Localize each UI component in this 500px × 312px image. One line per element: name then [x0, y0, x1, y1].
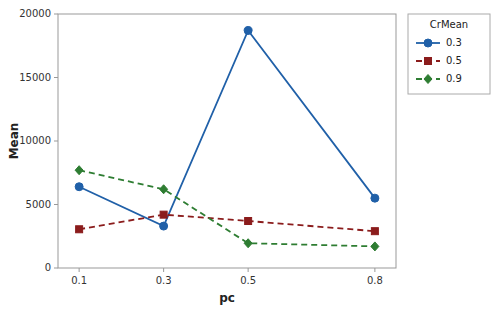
point	[75, 183, 83, 191]
x-tick-label: 0.5	[240, 275, 256, 286]
x-tick-label: 0.8	[367, 275, 383, 286]
series	[75, 166, 379, 251]
series-line	[79, 31, 375, 227]
x-tick	[248, 268, 249, 272]
y-tick-label: 0	[45, 262, 51, 273]
y-tick-label: 20000	[19, 8, 51, 19]
series-line	[79, 170, 375, 246]
point	[160, 185, 168, 194]
y-tick	[54, 77, 58, 78]
y-tick	[54, 204, 58, 205]
plot-frame	[58, 14, 396, 268]
series	[75, 27, 379, 231]
series	[76, 211, 379, 235]
legend-item: 0.3	[416, 37, 462, 48]
legend-frame	[408, 14, 490, 94]
legend-swatch-marker	[425, 58, 432, 65]
chart: 0 5000 10000 15000 20000 0.1 0.3 0.5 0.8 pc Mean Cr…	[0, 0, 500, 312]
y-tick	[54, 268, 58, 269]
x-tick	[79, 268, 80, 272]
point	[245, 218, 252, 225]
y-tick	[54, 14, 58, 15]
y-tick-label: 15000	[19, 72, 51, 83]
point	[244, 239, 252, 248]
legend-item: 0.5	[416, 55, 462, 66]
point	[76, 226, 83, 233]
point	[371, 194, 379, 202]
legend-swatch-marker	[424, 39, 432, 47]
point	[160, 222, 168, 230]
plot-area	[75, 27, 379, 251]
point	[244, 27, 252, 35]
legend-title: CrMean	[430, 19, 468, 30]
point	[75, 166, 83, 175]
page: {"chart_data": {"type": "line", "x": [0.…	[0, 0, 500, 312]
x-tick-label: 0.3	[156, 275, 172, 286]
y-axis-label: Mean	[7, 123, 21, 160]
x-tick-label: 0.1	[71, 275, 87, 286]
x-tick	[374, 268, 375, 272]
x-tick	[163, 268, 164, 272]
legend-label: 0.5	[446, 55, 462, 66]
legend-swatch-marker	[424, 75, 432, 84]
legend-label: 0.3	[446, 37, 462, 48]
y-tick-label: 5000	[26, 199, 51, 210]
legend-item: 0.9	[416, 73, 462, 84]
point	[371, 228, 378, 235]
axes: 0 5000 10000 15000 20000 0.1 0.3 0.5 0.8	[19, 8, 383, 286]
y-tick	[54, 141, 58, 142]
x-axis-label: pc	[219, 291, 235, 305]
point	[160, 211, 167, 218]
point	[371, 242, 379, 251]
legend-label: 0.9	[446, 73, 462, 84]
legend: CrMean 0.3 0.5 0.9	[408, 14, 490, 94]
y-tick-label: 10000	[19, 135, 51, 146]
